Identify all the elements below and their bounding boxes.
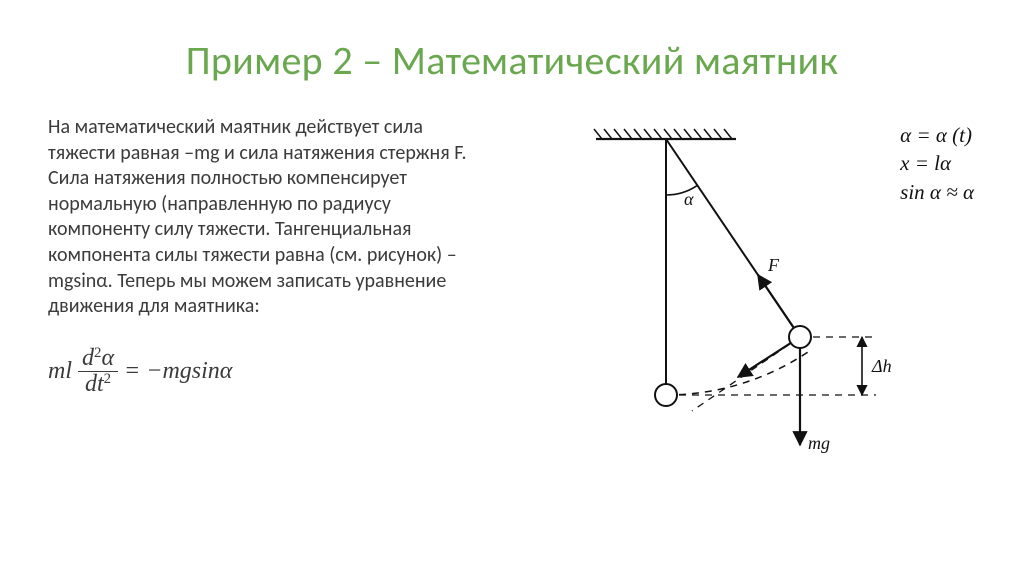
eq-numerator: d2α (78, 346, 118, 372)
side-eq-2: x = lα (900, 149, 974, 177)
slide-title: Пример 2 – Математический маятник (48, 36, 976, 85)
text-column: На математический маятник действует сила… (48, 115, 478, 475)
side-eq-3: sin α ≈ α (900, 178, 974, 206)
body-paragraph: На математический маятник действует сила… (48, 115, 478, 320)
eq-d-top: d (82, 345, 94, 371)
eq-d-bot: dt (85, 371, 104, 397)
eq-sup-bot: 2 (104, 371, 111, 387)
side-equations: α = α (t) x = lα sin α ≈ α (900, 121, 974, 206)
side-eq-1: α = α (t) (900, 121, 974, 149)
motion-equation: ml d2α dt2 = −mgsinα (48, 346, 478, 397)
svg-text:α: α (684, 189, 694, 209)
eq-sup-top: 2 (94, 345, 101, 361)
svg-text:Δh: Δh (871, 356, 892, 376)
figure-column: α = α (t) x = lα sin α ≈ α α Δh F⃗ mg⃗ (506, 115, 976, 475)
figure-wrap: α = α (t) x = lα sin α ≈ α α Δh F⃗ mg⃗ (506, 115, 976, 475)
svg-text:mg⃗: mg⃗ (808, 433, 844, 453)
eq-fraction: d2α dt2 (78, 346, 118, 397)
svg-text:F⃗: F⃗ (767, 255, 793, 275)
content-columns: На математический маятник действует сила… (48, 115, 976, 475)
eq-alpha: α (101, 345, 114, 371)
pendulum-diagram: α Δh F⃗ mg⃗ (506, 115, 906, 475)
eq-ml: ml (48, 358, 72, 385)
slide: Пример 2 – Математический маятник На мат… (0, 0, 1024, 574)
eq-denominator: dt2 (81, 372, 115, 397)
eq-rhs: = −mgsinα (124, 358, 232, 385)
